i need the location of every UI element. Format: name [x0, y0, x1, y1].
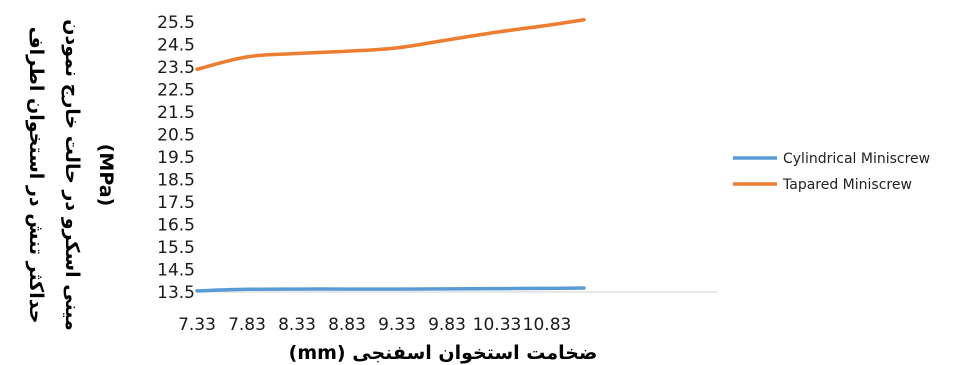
y-tick-label: 23.5: [157, 58, 195, 78]
y-tick-label: 17.5: [157, 193, 195, 213]
legend-label-0: Cylindrical Miniscrew: [783, 151, 930, 167]
y-tick-label: 24.5: [157, 36, 195, 56]
y-tick-label: 14.5: [157, 261, 195, 281]
x-tick-label: 10.83: [523, 315, 572, 335]
y-tick-label: 19.5: [157, 148, 195, 168]
series-line-1: [195, 18, 586, 71]
y-axis-title: حداکثر تنش در استخوان اطراف مینی اسکرو د…: [25, 19, 117, 330]
y-tick-label: 20.5: [157, 126, 195, 146]
y-axis-ticks: 13.514.5 15.516.5 17.518.5 19.520.5 21.522.5…: [157, 13, 195, 303]
y-tick-label: 15.5: [157, 238, 195, 258]
x-tick-label: 9.83: [428, 315, 466, 335]
y-tick-label: 13.5: [157, 283, 195, 303]
x-tick-label: 8.83: [328, 315, 366, 335]
x-tick-label: 7.83: [228, 315, 266, 335]
x-tick-label: 10.33: [473, 315, 522, 335]
x-tick-label: 7.33: [178, 315, 216, 335]
x-tick-label: 8.33: [278, 315, 316, 335]
plot-series: [195, 18, 586, 293]
x-axis-ticks: 7.33 7.83 8.33 8.83 9.33 9.83 10.33 10.83: [178, 315, 571, 335]
y-axis-title-line-2: مینی اسکرو در حالت خارج نمودن: [61, 19, 83, 330]
legend-label-1: Tapared Miniscrew: [782, 177, 912, 193]
legend: Cylindrical Miniscrew Tapared Miniscrew: [733, 151, 930, 193]
y-tick-label: 16.5: [157, 216, 195, 236]
x-tick-label: 9.33: [378, 315, 416, 335]
series-line-0: [195, 286, 586, 293]
y-tick-label: 25.5: [157, 13, 195, 33]
y-tick-label: 18.5: [157, 171, 195, 191]
y-tick-label: 22.5: [157, 81, 195, 101]
y-axis-title-line-3: (MPa): [95, 144, 117, 207]
y-axis-title-line-1: حداکثر تنش در استخوان اطراف: [25, 27, 47, 324]
y-tick-label: 21.5: [157, 103, 195, 123]
x-axis-title: ضخامت استخوان اسفنجی (mm): [289, 342, 598, 364]
